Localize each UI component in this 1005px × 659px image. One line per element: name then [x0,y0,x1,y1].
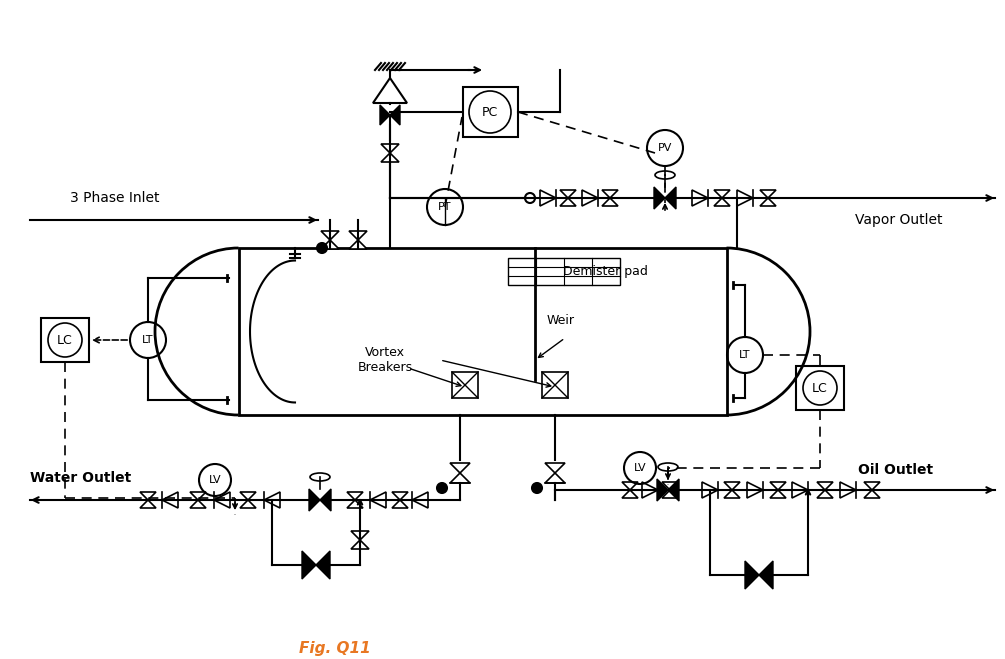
Polygon shape [351,540,369,549]
Polygon shape [662,490,678,498]
Polygon shape [240,492,256,500]
Polygon shape [622,490,638,498]
Polygon shape [450,473,470,483]
Polygon shape [864,490,880,498]
Text: LT: LT [143,335,154,345]
Polygon shape [240,500,256,508]
Polygon shape [162,492,178,508]
Bar [462,87,518,137]
Polygon shape [351,531,369,540]
Circle shape [532,483,542,493]
Polygon shape [140,500,156,508]
Circle shape [437,483,447,493]
Text: Fig. Q11: Fig. Q11 [299,641,371,656]
Polygon shape [392,492,408,500]
Polygon shape [347,492,363,500]
Bar [238,248,727,415]
Polygon shape [380,105,390,125]
Polygon shape [747,482,763,498]
Polygon shape [316,551,330,579]
Polygon shape [309,489,320,511]
Polygon shape [724,482,740,490]
Polygon shape [560,190,576,198]
Polygon shape [657,479,668,501]
Polygon shape [668,479,679,501]
Bar [452,372,478,398]
Polygon shape [760,190,776,198]
Polygon shape [190,492,206,500]
Polygon shape [140,492,156,500]
Circle shape [317,243,327,253]
Polygon shape [412,492,428,508]
Polygon shape [190,500,206,508]
Polygon shape [349,240,367,249]
Polygon shape [622,482,638,490]
Text: LV: LV [209,475,221,485]
Polygon shape [320,489,331,511]
Text: LC: LC [812,382,828,395]
Bar [41,318,89,362]
Polygon shape [545,463,565,473]
Polygon shape [840,482,856,498]
Polygon shape [545,473,565,483]
Polygon shape [602,190,618,198]
Polygon shape [540,190,556,206]
Polygon shape [370,492,386,508]
Bar [542,372,568,398]
Polygon shape [714,198,730,206]
Polygon shape [381,153,399,162]
Text: Weir: Weir [547,314,575,326]
Polygon shape [264,492,280,508]
Polygon shape [759,561,773,589]
Polygon shape [817,490,833,498]
Polygon shape [450,463,470,473]
Polygon shape [582,190,598,206]
Text: LC: LC [57,333,73,347]
Text: 3 Phase Inlet: 3 Phase Inlet [70,191,160,205]
Polygon shape [770,490,786,498]
Polygon shape [392,500,408,508]
Polygon shape [381,144,399,153]
Circle shape [525,193,535,203]
Text: PV: PV [658,143,672,153]
Polygon shape [302,551,316,579]
Polygon shape [665,187,676,209]
Polygon shape [724,490,740,498]
Polygon shape [662,482,678,490]
Polygon shape [349,231,367,240]
Polygon shape [760,198,776,206]
Polygon shape [792,482,808,498]
Text: Vortex
Breakers: Vortex Breakers [358,346,413,374]
Polygon shape [321,231,339,240]
Text: LV: LV [634,463,646,473]
Text: Oil Outlet: Oil Outlet [858,463,933,477]
Polygon shape [390,105,400,125]
Polygon shape [560,198,576,206]
Polygon shape [745,561,759,589]
Polygon shape [602,198,618,206]
Bar [796,366,844,410]
Polygon shape [373,78,407,103]
Text: Water Outlet: Water Outlet [30,471,132,485]
Polygon shape [702,482,718,498]
Polygon shape [864,482,880,490]
Polygon shape [214,492,230,508]
Polygon shape [347,500,363,508]
Polygon shape [770,482,786,490]
Bar [508,258,620,285]
Polygon shape [654,187,665,209]
Polygon shape [692,190,708,206]
Text: PC: PC [481,105,498,119]
Text: LT: LT [740,350,751,360]
Text: PT: PT [438,202,452,212]
Polygon shape [714,190,730,198]
Polygon shape [642,482,658,498]
Text: Demister pad: Demister pad [563,266,648,279]
Polygon shape [321,240,339,249]
Polygon shape [817,482,833,490]
Text: Vapor Outlet: Vapor Outlet [855,213,943,227]
Polygon shape [737,190,753,206]
